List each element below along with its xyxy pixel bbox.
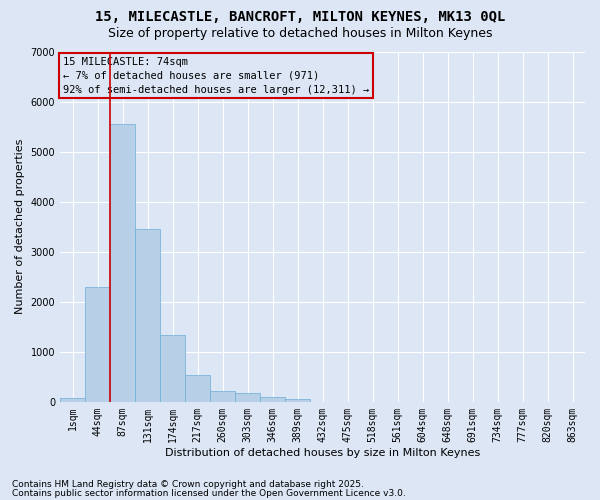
X-axis label: Distribution of detached houses by size in Milton Keynes: Distribution of detached houses by size … <box>165 448 480 458</box>
Text: Contains HM Land Registry data © Crown copyright and database right 2025.: Contains HM Land Registry data © Crown c… <box>12 480 364 489</box>
Text: 15 MILECASTLE: 74sqm
← 7% of detached houses are smaller (971)
92% of semi-detac: 15 MILECASTLE: 74sqm ← 7% of detached ho… <box>62 57 369 95</box>
Bar <box>285 400 310 402</box>
Bar <box>185 376 210 402</box>
Text: Contains public sector information licensed under the Open Government Licence v3: Contains public sector information licen… <box>12 488 406 498</box>
Bar <box>235 392 260 402</box>
Bar <box>135 228 160 402</box>
Bar <box>260 397 285 402</box>
Text: 15, MILECASTLE, BANCROFT, MILTON KEYNES, MK13 0QL: 15, MILECASTLE, BANCROFT, MILTON KEYNES,… <box>95 10 505 24</box>
Bar <box>210 392 235 402</box>
Y-axis label: Number of detached properties: Number of detached properties <box>15 139 25 314</box>
Bar <box>60 398 85 402</box>
Bar <box>160 336 185 402</box>
Bar <box>110 124 135 402</box>
Text: Size of property relative to detached houses in Milton Keynes: Size of property relative to detached ho… <box>108 28 492 40</box>
Bar <box>85 286 110 402</box>
